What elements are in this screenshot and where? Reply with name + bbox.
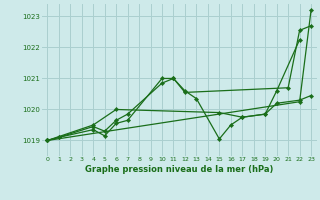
X-axis label: Graphe pression niveau de la mer (hPa): Graphe pression niveau de la mer (hPa) <box>85 165 273 174</box>
